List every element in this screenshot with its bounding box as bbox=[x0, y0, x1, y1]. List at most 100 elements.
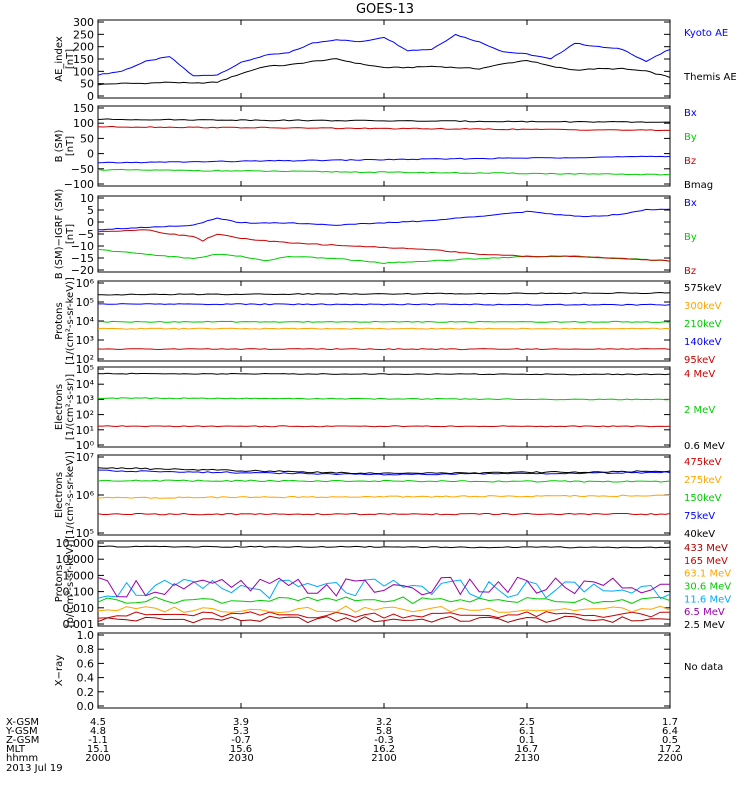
ephemeris-row-label: Z-GSM bbox=[6, 735, 39, 746]
ephemeris-value: 2030 bbox=[228, 753, 253, 764]
y-tick-label: 10³ bbox=[76, 334, 94, 347]
ephemeris-value: 5.8 bbox=[376, 726, 392, 737]
y-tick-label: 10² bbox=[76, 353, 94, 366]
y-tick-label: 10⁶ bbox=[76, 277, 95, 290]
legend-label: 30.6 MeV bbox=[684, 582, 731, 593]
series-line bbox=[97, 545, 671, 549]
legend-label: 300keV bbox=[684, 301, 722, 312]
legend-label: 75keV bbox=[684, 511, 715, 522]
y-tick-label: 10⁶ bbox=[76, 489, 95, 502]
y-tick-label: 10⁵ bbox=[76, 363, 94, 376]
y-tick-label: 250 bbox=[73, 28, 94, 41]
y-tick-label: 10¹ bbox=[76, 424, 94, 437]
legend-label: 2 MeV bbox=[684, 405, 715, 416]
ephemeris-value: 17.2 bbox=[659, 744, 681, 755]
panel-3: 10⁶ 10⁵ 10⁴ 10³ 10² Protons [1/(cm²-s-sr-keV)]… bbox=[54, 277, 722, 366]
y-tick-label: 10.000 bbox=[56, 537, 95, 550]
ephemeris-row-label: MLT bbox=[6, 744, 26, 755]
legend-label: By bbox=[684, 132, 697, 143]
ephemeris-value: 6.1 bbox=[519, 726, 535, 737]
ephemeris-value: 2.5 bbox=[519, 717, 535, 728]
y-tick-label: 100 bbox=[73, 117, 94, 130]
legend-label: 575keV bbox=[684, 283, 722, 294]
legend-label: Bz bbox=[684, 266, 696, 277]
series-line bbox=[97, 372, 671, 376]
ephemeris-value: 0.1 bbox=[519, 735, 535, 746]
series-line bbox=[97, 229, 671, 262]
series-line bbox=[97, 168, 671, 176]
ephemeris-value: 3.9 bbox=[233, 717, 249, 728]
legend-label: By bbox=[684, 232, 697, 243]
ephemeris-value: -1.1 bbox=[88, 735, 108, 746]
y-axis-label: [1/(cm²-s-sr-keV)] bbox=[65, 451, 76, 539]
legend-label: 40keV bbox=[684, 529, 715, 540]
series-line bbox=[97, 125, 671, 131]
panel-frame bbox=[97, 19, 671, 99]
legend-label: 433 MeV bbox=[684, 543, 728, 554]
ephemeris-value: 5.3 bbox=[233, 726, 249, 737]
legend-label: 2.5 MeV bbox=[684, 620, 725, 631]
y-axis-label: X−ray bbox=[54, 655, 65, 686]
y-tick-label: 50 bbox=[80, 78, 94, 91]
legend-label: 275keV bbox=[684, 475, 722, 486]
legend-label: Kyoto AE bbox=[684, 28, 728, 39]
y-axis-label: Protons bbox=[54, 302, 65, 339]
legend-label: 11.6 MeV bbox=[684, 594, 731, 605]
y-tick-label: 50 bbox=[80, 132, 94, 145]
y-tick-label: 0 bbox=[87, 216, 94, 229]
y-tick-label: 200 bbox=[73, 41, 94, 54]
y-axis-label: [p/(cm²-s-sr-keV)] bbox=[65, 540, 76, 628]
series-line bbox=[97, 615, 671, 624]
y-tick-label: 10⁴ bbox=[76, 378, 95, 391]
legend-label: Bx bbox=[684, 198, 697, 209]
y-tick-label: 0.2 bbox=[77, 686, 95, 699]
ephemeris-value: -0.3 bbox=[374, 735, 394, 746]
panel-frame bbox=[97, 632, 671, 709]
y-tick-label: 150 bbox=[73, 102, 94, 115]
series-line bbox=[97, 58, 671, 86]
series-line bbox=[97, 469, 671, 476]
series-line bbox=[97, 479, 671, 483]
series-line bbox=[98, 397, 671, 401]
series-line bbox=[97, 348, 671, 351]
y-tick-label: 10⁵ bbox=[76, 527, 94, 540]
ephemeris-value: 4.5 bbox=[90, 717, 106, 728]
ephemeris-row-label: hhmm bbox=[6, 753, 38, 764]
y-axis-label: B (SM)−IGRF (SM) bbox=[54, 189, 65, 280]
panel-frame bbox=[97, 454, 671, 536]
series-line bbox=[98, 425, 671, 428]
y-tick-label: 0 bbox=[87, 90, 94, 103]
y-tick-label: 10.000 bbox=[56, 553, 95, 566]
y-tick-label: 1.000 bbox=[63, 569, 95, 582]
ephemeris-value: 15.1 bbox=[87, 744, 109, 755]
y-tick-label: 10⁷ bbox=[76, 451, 94, 464]
legend-label: Bmag bbox=[684, 180, 713, 191]
ephemeris-row-label: Y-GSM bbox=[5, 726, 38, 737]
ephemeris-value: 0.5 bbox=[662, 735, 678, 746]
y-axis-label: [nT] bbox=[65, 136, 76, 156]
ephemeris-value: 6.4 bbox=[662, 726, 678, 737]
legend-label: Bx bbox=[684, 108, 697, 119]
y-tick-label: 0.100 bbox=[63, 586, 95, 599]
ephemeris-value: 2130 bbox=[514, 753, 539, 764]
ephemeris-row-label: X-GSM bbox=[6, 717, 39, 728]
y-tick-label: 10⁵ bbox=[76, 296, 94, 309]
y-tick-label: 300 bbox=[73, 16, 94, 29]
y-tick-label: −50 bbox=[71, 163, 94, 176]
ephemeris-value: 16.7 bbox=[516, 744, 538, 755]
legend-label: 210keV bbox=[684, 319, 722, 330]
y-tick-label: 10³ bbox=[76, 393, 94, 406]
y-tick-label: 1.0 bbox=[77, 629, 95, 642]
plot-title: GOES-13 bbox=[356, 2, 414, 17]
y-tick-label: 0.0 bbox=[77, 700, 95, 713]
series-line bbox=[97, 512, 671, 516]
ephemeris-value: 2100 bbox=[371, 753, 396, 764]
panel-frame bbox=[97, 366, 671, 448]
y-tick-label: 10⁰ bbox=[76, 439, 95, 452]
series-line bbox=[97, 327, 671, 330]
series-line bbox=[97, 467, 671, 475]
series-line bbox=[98, 320, 671, 323]
y-tick-label: 0.4 bbox=[77, 672, 95, 685]
y-tick-label: −15 bbox=[71, 252, 94, 265]
